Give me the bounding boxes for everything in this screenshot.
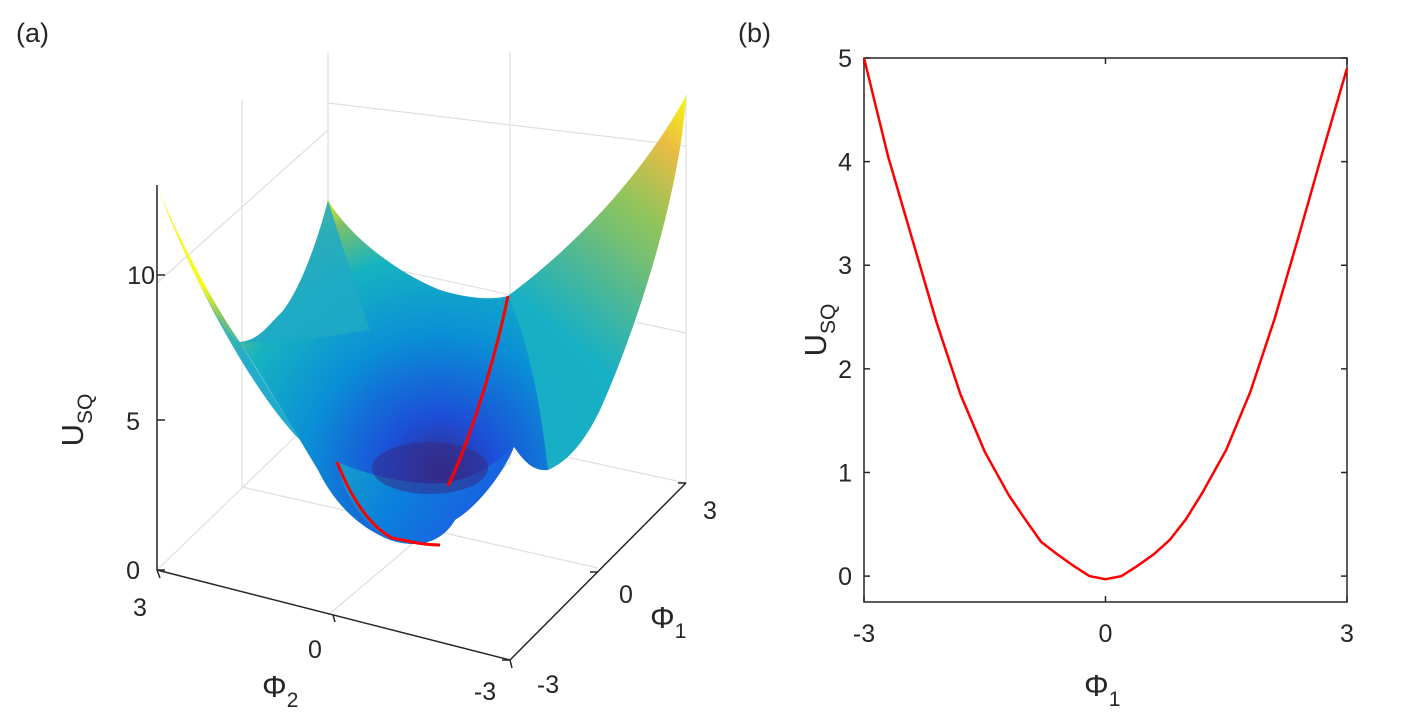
y-tick-label: 3: [838, 252, 852, 280]
y-tick-label: 2: [838, 356, 852, 384]
highlighted-curve-front: [335, 461, 441, 547]
z-axis-title-sub: SQ: [74, 394, 97, 424]
y-tick-label: 4: [838, 149, 852, 177]
surface-minimum: [372, 442, 488, 494]
b-y-axis-title-main: U: [798, 334, 833, 356]
y-tick-label: 1: [838, 459, 852, 487]
y-axis-title-main: Φ: [650, 600, 675, 635]
x-tick-label: 0: [308, 636, 322, 664]
b-y-axis-title: USQ: [798, 304, 840, 357]
axes-3d: [156, 185, 687, 669]
svg-text:USQ: USQ: [798, 304, 840, 357]
x-tick-label: 3: [1340, 620, 1354, 648]
z-axis-title: USQ: [55, 394, 97, 447]
b-x-axis-title: Φ1: [1084, 668, 1120, 711]
x-tick-label: 0: [1099, 620, 1113, 648]
series-line: [862, 57, 1349, 581]
y-tick-labels: 0 1 2 3 4 5: [838, 45, 852, 591]
z-tick-label: 5: [126, 408, 140, 436]
x-tick-label: -3: [853, 620, 875, 648]
plot-frame: [863, 57, 1348, 603]
panel-a-label: (a): [16, 18, 49, 48]
surface-front-fold: [337, 447, 514, 544]
panel-a: 0 5 10 3 0 -3 -3 0 3 USQ Φ2 Φ1 (a): [16, 18, 717, 712]
y-tick-label: 0: [838, 563, 852, 591]
b-x-axis-title-main: Φ: [1084, 668, 1109, 703]
y-tick-label: 0: [619, 581, 633, 609]
b-y-axis-title-sub: SQ: [817, 304, 840, 334]
z-tick-label: 10: [127, 262, 155, 290]
y-axis-title-sub: 1: [675, 620, 687, 643]
x-tick-label: 3: [133, 594, 147, 622]
x-axis-title-main: Φ: [262, 669, 287, 704]
y-tick-label: -3: [537, 671, 559, 699]
svg-text:USQ: USQ: [55, 394, 97, 447]
y-tick-label: 3: [703, 497, 717, 525]
z-tick-label: 0: [126, 557, 140, 585]
surface-back-flap: [240, 200, 370, 343]
b-x-axis-title-sub: 1: [1109, 688, 1121, 711]
z-axis-title-main: U: [55, 424, 90, 446]
y-tick-label: 5: [838, 45, 852, 73]
x-axis-title-sub: 2: [287, 689, 299, 712]
x-tick-labels: -3 0 3: [853, 620, 1354, 648]
highlighted-curve: [446, 295, 510, 487]
panel-b-label: (b): [738, 18, 771, 48]
surface-right-rim: [508, 96, 686, 470]
x-axis-title: Φ2: [262, 669, 298, 712]
tick-marks: [863, 57, 1348, 602]
x-tick-label: -3: [474, 678, 496, 706]
y-axis-title: Φ1: [650, 600, 686, 643]
